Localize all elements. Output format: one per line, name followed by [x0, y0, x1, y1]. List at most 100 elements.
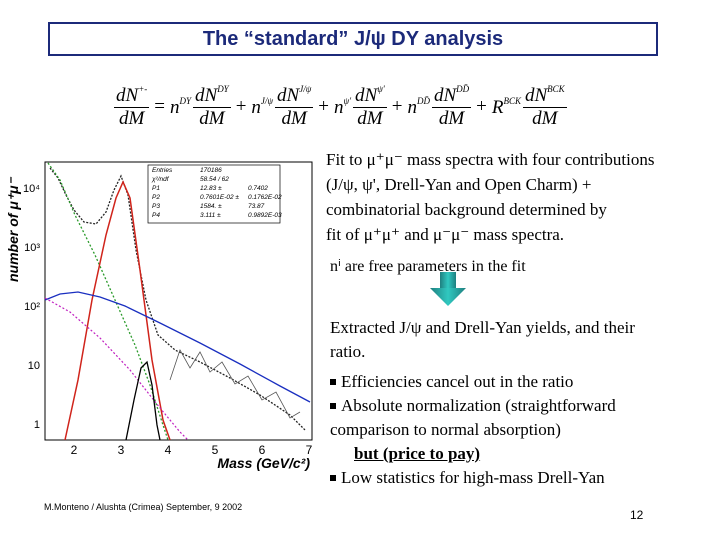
bullet-item: comparison to normal absorption) [330, 420, 561, 440]
fit-text: (J/ψ, ψ', Drell-Yan and Open Charm) + [326, 175, 592, 194]
footer: M.Monteno / Alushta (Crimea) September, … [44, 502, 243, 512]
denominator: dM [357, 108, 383, 129]
bullet-item: Efficiencies cancel out in the ratio [330, 372, 573, 392]
y-axis-label: number of μ⁺μ⁻ [5, 176, 21, 282]
stats-text: 12.83 ± [200, 185, 222, 192]
numerator-text: dN [433, 85, 457, 106]
numerator: dNψ' [353, 84, 387, 108]
numerator-sup: +- [138, 84, 148, 94]
fraction: dNBCK dM [522, 84, 567, 130]
denominator: dM [438, 108, 465, 129]
stats-text: 0.7402 [248, 185, 268, 192]
numerator-text: dN [277, 85, 300, 106]
numerator-sup: J/ψ [299, 84, 312, 94]
operator: + [476, 96, 487, 117]
numerator: dNDD̄ [431, 84, 472, 108]
stats-box [147, 164, 281, 224]
coefficient: nψ' [334, 96, 351, 119]
fit-text: Fit to μ⁺μ⁻ mass spectra with four contr… [326, 150, 655, 169]
numerator-sup: DY [217, 84, 229, 94]
bullet-text: but (price to pay) [354, 444, 481, 463]
result-text: Extracted J/ψ and Drell-Yan yields, and … [330, 318, 635, 337]
operator: + [235, 96, 247, 117]
numerator-text: dN [116, 85, 139, 106]
stats-text: 3.111 ± [200, 212, 221, 219]
y-tick-label: 1 [34, 419, 40, 431]
note: nⁱ are free parameters in the fit [330, 258, 526, 275]
arrow-head [430, 288, 466, 306]
stats-text: P3 [152, 203, 160, 210]
drell-yan-curve [44, 297, 189, 441]
coef-letter: n [251, 96, 261, 118]
stats-text: 58.54 / 62 [200, 176, 229, 183]
y-tick-label: 10 [28, 360, 40, 372]
arrow [430, 272, 466, 306]
stats-text: 73.87 [248, 203, 265, 210]
fit-text: combinatorial background determined by [326, 200, 607, 219]
coef-letter: R [491, 96, 504, 118]
x-tick-label: 4 [165, 443, 172, 457]
psi-prime-curve [125, 360, 161, 441]
open-charm-curve [47, 162, 169, 441]
numerator-sup: DD̄ [456, 84, 470, 94]
bullet-text: Efficiencies cancel out in the ratio [341, 372, 574, 391]
x-tick-label: 5 [212, 443, 219, 457]
operator: + [318, 96, 330, 117]
bullet [330, 403, 336, 409]
x-tick-label: 2 [71, 443, 78, 457]
coefficient: RBCK [492, 96, 521, 119]
numerator-text: dN [195, 85, 218, 106]
stats-text: P4 [152, 212, 160, 219]
stats-text: 0.1762E-02 [248, 194, 282, 201]
stats-text: χ²/ndf [151, 176, 170, 183]
denominator: dM [199, 108, 225, 129]
stats-text: P2 [152, 194, 160, 201]
numerator-sup: BCK [547, 84, 565, 94]
operator: + [391, 96, 403, 117]
bullet [330, 379, 336, 385]
fraction: dNJ/ψ dM [275, 84, 314, 130]
page-number: 12 [630, 508, 644, 522]
numerator: dNBCK [522, 84, 567, 108]
slide-title: The “standard” J/ψ DY analysis [48, 22, 658, 56]
stats-text: 0.7601E-02 ± [200, 194, 239, 201]
numerator-text: dN [524, 85, 548, 106]
stats-text: 1584. ± [200, 203, 222, 210]
coefficient: nDY [170, 96, 191, 119]
fraction: dN+- dM [114, 84, 150, 130]
data-points [169, 349, 301, 419]
plot-frame [44, 161, 313, 441]
y-tick-label: 10³ [24, 242, 40, 254]
fraction: dNDY dM [193, 84, 231, 130]
fit-text: fit of μ⁺μ⁺ and μ⁻μ⁻ mass spectra. [326, 225, 565, 244]
arrow-shaft [440, 272, 456, 288]
jpsi-curve [64, 180, 171, 441]
denominator: dM [281, 108, 307, 129]
formula: dN+- dM = nDY dNDY dM + nJ/ψ dNJ/ψ dM + nψ' dNψ' dM + n… [112, 84, 569, 130]
bullet-text: comparison to normal absorption) [330, 420, 561, 439]
coef-sup: BCK [503, 95, 521, 106]
x-tick-label: 3 [118, 443, 125, 457]
coef-sup: ψ' [343, 95, 352, 106]
bullet-text: Absolute normalization (straightforward [341, 396, 616, 415]
x-axis-label: Mass (GeV/c²) [217, 455, 310, 471]
stats-text: Entries [152, 167, 173, 174]
denominator: dM [118, 108, 145, 129]
y-tick-label: 10² [24, 301, 40, 313]
coef-sup: DD̄ [416, 95, 430, 106]
y-tick-label: 10⁴ [23, 183, 40, 195]
coef-sup: J/ψ [260, 95, 274, 106]
numerator: dN+- [114, 84, 150, 108]
fraction: dNDD̄ dM [431, 84, 472, 130]
bullet-item: but (price to pay) [354, 444, 480, 464]
bullet-item: Low statistics for high-mass Drell-Yan [330, 468, 605, 488]
coefficient: nDD̄ [407, 96, 430, 119]
background-curve [44, 291, 311, 403]
stats-text: 0.9892E-03 [248, 212, 282, 219]
numerator-text: dN [355, 85, 378, 106]
stats-text: 170186 [200, 167, 222, 174]
numerator: dNDY [193, 84, 231, 108]
bullet [330, 475, 336, 481]
